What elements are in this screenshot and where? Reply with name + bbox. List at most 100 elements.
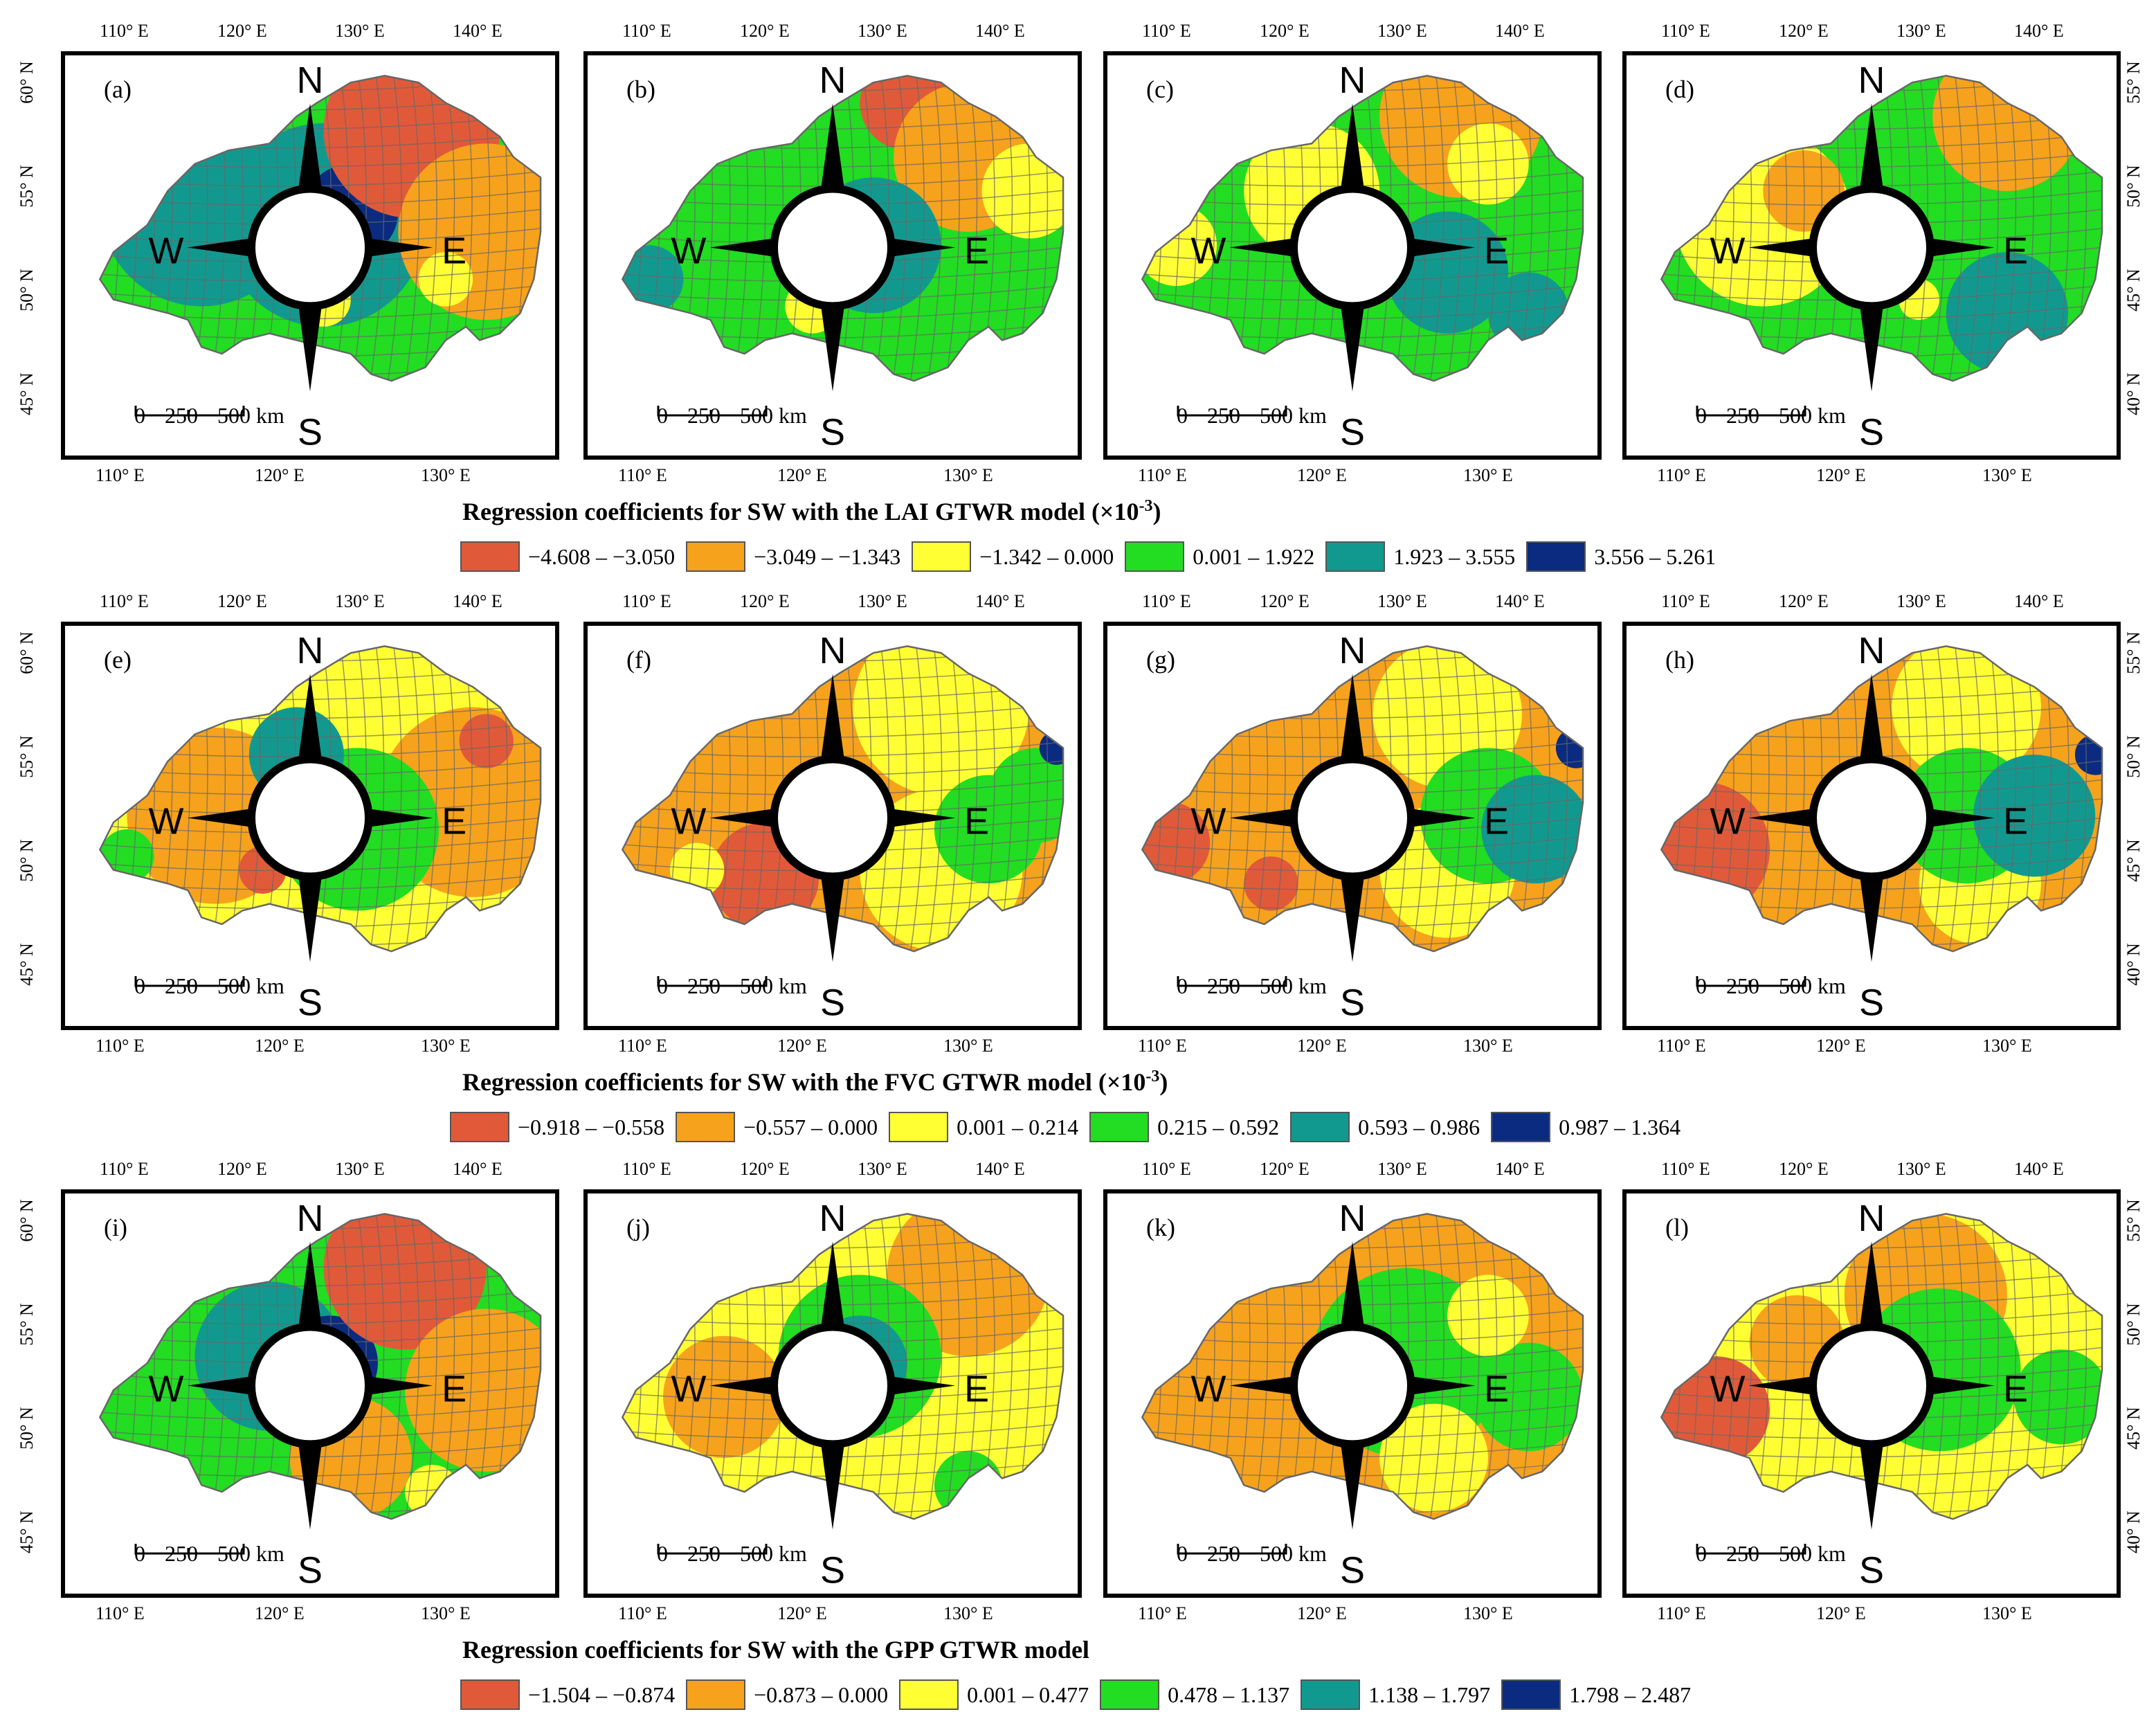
compass-e: E: [964, 801, 989, 843]
compass-n: N: [297, 1198, 324, 1239]
lat-right-label: 40° N: [2123, 943, 2144, 986]
basin-boundary: [1946, 75, 1964, 381]
legend-swatch: [676, 1112, 736, 1142]
basin-boundary: [925, 1214, 943, 1520]
legend-swatch: [460, 541, 520, 572]
compass-s: S: [1859, 1550, 1884, 1592]
scale-line: [1177, 1544, 1287, 1555]
lon-top-label: 120° E: [217, 21, 267, 41]
legend-label: 0.001 – 0.477: [967, 1682, 1089, 1707]
basin-boundary: [1462, 75, 1480, 381]
zone: [1039, 730, 1064, 765]
compass-e: E: [442, 801, 466, 843]
basin-boundary: [1427, 646, 1444, 952]
scale-bar: 0 250 500 km: [1177, 1541, 1398, 1569]
compass-rose-icon: N S W E: [1710, 630, 2028, 1024]
lat-right-label: 45° N: [2123, 839, 2144, 882]
lon-bottom-label: 110° E: [1657, 1036, 1706, 1056]
basin-boundary: [1946, 646, 1964, 952]
panel-label: (i): [104, 1214, 127, 1241]
lon-bottom-label: 130° E: [943, 1603, 993, 1623]
map-canvas: [1660, 75, 2103, 382]
compass-e: E: [2003, 801, 2028, 843]
lon-bottom-label: 130° E: [421, 465, 471, 485]
lon-bottom-label: 110° E: [1138, 1036, 1187, 1056]
lon-top-label: 140° E: [2014, 21, 2064, 41]
compass-n: N: [1858, 1198, 1885, 1239]
compass-rose-icon: N S W E: [671, 630, 989, 1024]
basin-boundary: [1929, 646, 1946, 952]
region-outline: [621, 75, 1065, 382]
lon-top-label: 120° E: [217, 591, 267, 611]
legend-label: 1.138 – 1.797: [1368, 1682, 1491, 1707]
legend-swatch: [450, 1112, 509, 1142]
lat-left-label: 50° N: [16, 1407, 37, 1450]
basin-boundary: [1462, 646, 1480, 952]
lat-right-label: 50° N: [2123, 1303, 2144, 1346]
lon-bottom-label: 130° E: [1463, 1603, 1513, 1623]
lon-top-label: 140° E: [1495, 21, 1545, 41]
region-outline: [1141, 75, 1584, 382]
legend-swatch: [889, 1112, 949, 1142]
lat-left-label: 60° N: [16, 631, 37, 674]
scale-line: [657, 406, 768, 417]
lon-bottom-label: 120° E: [1816, 1603, 1866, 1623]
compass-n: N: [1858, 630, 1885, 672]
basin-boundary: [907, 75, 925, 381]
lon-top-label: 110° E: [622, 591, 671, 611]
lon-top-label: 110° E: [1142, 1159, 1191, 1179]
basin-boundary: [1427, 1214, 1444, 1520]
lat-left-label: 55° N: [16, 735, 37, 778]
zone: [1555, 727, 1584, 768]
map-panel-k: (k) N S W E 0 250 500 km: [1103, 1189, 1602, 1598]
compass-e: E: [2003, 231, 2028, 272]
basin-boundary: [907, 646, 925, 952]
compass-s: S: [298, 982, 323, 1024]
legend-item: −0.918 – −0.558: [450, 1112, 664, 1142]
lon-bottom-label: 130° E: [943, 465, 993, 485]
panel-label: (a): [104, 75, 132, 103]
lon-top-label: 120° E: [1779, 1159, 1829, 1179]
lon-bottom-label: 110° E: [618, 1603, 667, 1623]
zone: [1661, 1356, 1770, 1465]
lon-top-label: 120° E: [740, 21, 790, 41]
lon-bottom-label: 110° E: [1657, 1603, 1706, 1623]
zone: [663, 1335, 786, 1459]
legend-label: 0.215 – 0.592: [1157, 1114, 1280, 1139]
panel-label: (h): [1665, 646, 1694, 674]
basin-boundary: [943, 646, 960, 952]
lon-top-label: 130° E: [858, 21, 907, 41]
lon-top-label: 120° E: [1779, 21, 1829, 41]
legend-item: −3.049 – −1.343: [686, 541, 900, 572]
compass-s: S: [298, 1550, 323, 1592]
legend-label: 0.001 – 0.214: [957, 1114, 1079, 1139]
row-title: Regression coefficients for SW with the …: [462, 1067, 1168, 1097]
zone: [1379, 1403, 1488, 1513]
compass-w: W: [148, 231, 183, 272]
compass-n: N: [1858, 60, 1885, 101]
lon-top-label: 110° E: [100, 21, 149, 41]
legend-item: 1.138 – 1.797: [1301, 1679, 1490, 1710]
compass-rose-icon: N S W E: [1190, 1198, 1509, 1592]
compass-n: N: [819, 630, 846, 672]
legend-label: −3.049 – −1.343: [754, 543, 901, 569]
lon-top-label: 140° E: [1495, 1159, 1545, 1179]
lon-top-label: 130° E: [1896, 1159, 1946, 1179]
lat-left-label: 45° N: [16, 1511, 37, 1553]
lon-top-label: 110° E: [622, 1159, 671, 1179]
lon-top-label: 110° E: [1142, 21, 1191, 41]
title-superscript: -3: [1145, 1067, 1160, 1085]
compass-e: E: [1484, 801, 1509, 843]
compass-s: S: [820, 1550, 845, 1592]
lon-top-label: 130° E: [335, 1159, 385, 1179]
lon-top-label: 110° E: [622, 21, 671, 41]
lon-bottom-label: 120° E: [777, 1603, 827, 1623]
lon-top-label: 130° E: [1896, 21, 1946, 41]
scale-line: [134, 1544, 245, 1555]
basin-boundary: [890, 75, 907, 381]
compass-e: E: [964, 1369, 989, 1410]
lon-bottom-label: 120° E: [1297, 465, 1347, 485]
basin-boundary: [1982, 1214, 1999, 1520]
legend-item: −1.342 – 0.000: [912, 541, 1114, 572]
region-outline: [621, 645, 1065, 953]
